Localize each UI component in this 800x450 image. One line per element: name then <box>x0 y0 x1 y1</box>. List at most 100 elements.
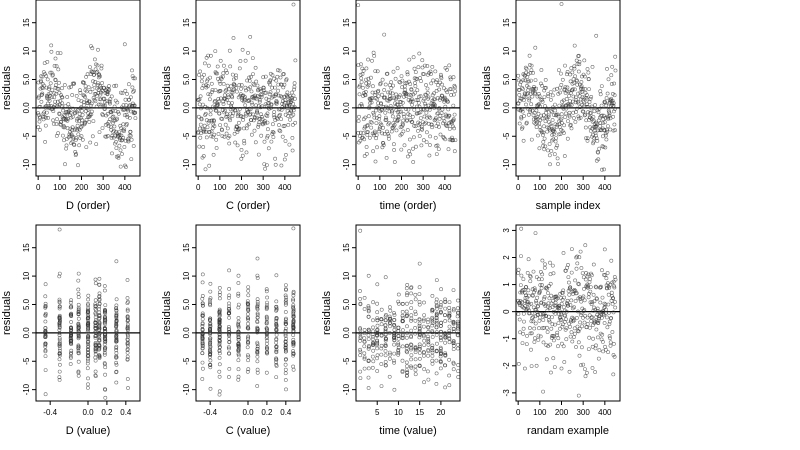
residual-point <box>255 304 260 309</box>
residual-point <box>217 320 222 325</box>
residual-point <box>262 91 267 95</box>
residual-point <box>389 96 394 101</box>
residual-point <box>413 372 418 377</box>
residual-point <box>76 302 81 307</box>
residual-point <box>387 321 392 326</box>
residual-point <box>443 352 448 357</box>
residual-point <box>374 332 379 337</box>
residual-point <box>592 136 597 141</box>
residual-point <box>576 69 581 74</box>
x-tick-label: 300 <box>576 183 590 192</box>
residual-point <box>236 120 241 125</box>
residual-point <box>274 332 279 337</box>
residual-point <box>409 88 414 92</box>
residual-point <box>456 298 460 303</box>
residual-point <box>555 156 560 161</box>
residual-point <box>57 351 62 356</box>
residual-point <box>545 308 550 313</box>
residual-point <box>532 286 537 291</box>
residual-point <box>445 124 450 128</box>
residual-point <box>447 318 452 323</box>
residual-point <box>255 83 260 88</box>
y-tick-label: 5.0 <box>502 73 511 85</box>
residual-point <box>600 295 605 300</box>
residual-point <box>64 143 69 148</box>
residual-point <box>121 103 126 108</box>
residual-point <box>272 85 277 90</box>
residual-point <box>200 296 205 301</box>
residual-point <box>531 319 536 324</box>
residual-point <box>400 78 405 83</box>
residual-point <box>264 163 269 168</box>
residual-point <box>212 132 217 137</box>
residual-point <box>611 128 616 133</box>
residual-point <box>48 81 53 86</box>
residual-point <box>383 323 388 328</box>
residual-point <box>444 88 449 93</box>
residual-point <box>606 350 611 355</box>
residual-point <box>525 270 530 275</box>
residual-point <box>456 375 461 379</box>
residual-point <box>376 88 381 93</box>
residual-point <box>76 271 81 276</box>
residual-point <box>97 291 102 296</box>
residual-point <box>291 325 296 330</box>
residual-point <box>413 309 418 314</box>
residual-point <box>562 360 567 364</box>
residual-point <box>445 90 450 95</box>
residual-point <box>438 132 443 137</box>
residual-point <box>361 131 366 136</box>
residual-point <box>236 321 241 326</box>
residual-point <box>542 325 547 330</box>
residual-point <box>404 360 409 365</box>
residual-point <box>583 74 587 79</box>
residual-point <box>559 71 563 76</box>
residual-point <box>592 109 597 114</box>
residual-point <box>566 275 571 280</box>
residual-point <box>87 120 92 124</box>
residual-point <box>364 66 369 71</box>
residual-point <box>384 318 388 323</box>
residual-point <box>443 385 448 390</box>
residual-point <box>612 285 617 290</box>
residual-point <box>565 136 570 141</box>
residual-point <box>43 294 48 299</box>
residual-point <box>607 114 612 118</box>
residual-point <box>261 75 266 80</box>
residual-point <box>601 134 605 139</box>
residual-point <box>227 315 232 320</box>
residual-point <box>392 318 396 323</box>
residual-point <box>98 92 103 97</box>
residual-point <box>569 66 574 71</box>
residual-point <box>375 282 380 287</box>
residual-point <box>58 99 63 103</box>
residual-point <box>83 95 87 99</box>
residual-point <box>124 122 129 126</box>
residual-point <box>284 295 288 300</box>
residual-point <box>245 339 250 344</box>
residual-point <box>75 123 80 128</box>
residual-point <box>117 133 121 138</box>
residual-point <box>216 132 221 136</box>
residual-point <box>200 346 205 351</box>
residual-point <box>125 326 130 331</box>
residual-point <box>119 90 123 95</box>
residual-point <box>400 369 405 373</box>
residual-point <box>602 100 607 105</box>
residual-point <box>585 67 590 71</box>
residual-point <box>548 122 553 127</box>
residual-point <box>591 118 596 123</box>
residual-point <box>243 103 248 108</box>
y-tick-label: 10 <box>182 46 191 55</box>
residual-point <box>547 296 552 301</box>
residual-point <box>124 112 129 117</box>
residual-point <box>283 367 288 372</box>
residual-point <box>383 349 388 353</box>
residual-point <box>383 353 388 358</box>
residual-point <box>392 123 397 127</box>
residual-point <box>93 57 97 62</box>
residual-point <box>125 337 130 342</box>
residual-point <box>129 137 134 142</box>
residual-point <box>564 326 569 331</box>
residual-point <box>451 118 456 123</box>
